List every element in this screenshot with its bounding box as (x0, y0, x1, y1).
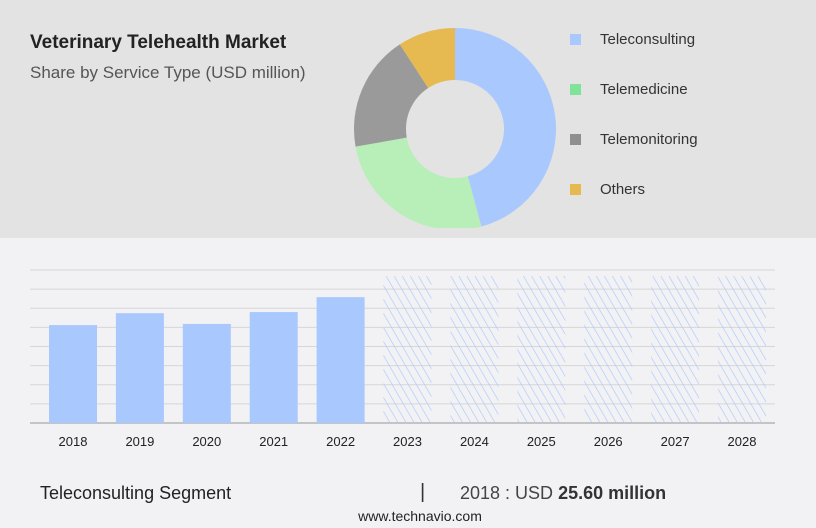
chart-title: Veterinary Telehealth Market (30, 32, 287, 53)
segment-label: Teleconsulting Segment (40, 483, 232, 503)
legend-swatch (570, 33, 581, 45)
bar-2018 (49, 325, 97, 423)
forecast-bar-2028 (718, 276, 766, 423)
forecast-bar-2023 (383, 276, 432, 423)
x-tick-label: 2028 (728, 434, 757, 449)
x-tick-label: 2018 (59, 434, 88, 449)
donut-slice-telemonitoring (353, 44, 429, 147)
legend-swatch (570, 133, 581, 145)
segment-value: 2018 : USD 25.60 million (460, 483, 666, 504)
forecast-bar-2027 (651, 276, 700, 423)
x-tick-label: 2025 (527, 434, 556, 449)
forecast-bar-2025 (517, 276, 566, 423)
bar-2022 (316, 297, 365, 423)
legend-item-teleconsulting: Teleconsulting (570, 14, 698, 64)
x-tick-label: 2027 (661, 434, 690, 449)
chart-canvas: 2018 2019 2020 2021 2022 2023 2024 2025 2026 2027… (30, 28, 775, 449)
bar-2019 (115, 313, 164, 423)
forecast-bar-2026 (584, 276, 633, 423)
source-url[interactable]: www.technavio.com (358, 508, 482, 524)
separator: | (420, 481, 426, 503)
value-text: 25.60 million (558, 483, 667, 503)
x-tick-label: 2019 (125, 434, 154, 449)
legend-label: Telemedicine (600, 80, 688, 98)
bar-2020 (182, 323, 231, 423)
year-label: 2018 : USD (460, 483, 554, 503)
legend-item-telemonitoring: Telemonitoring (570, 114, 698, 164)
legend-item-telemedicine: Telemedicine (570, 64, 698, 114)
legend-item-others: Others (570, 164, 698, 214)
legend-swatch (570, 183, 581, 195)
legend-swatch (570, 83, 581, 95)
x-tick-label: 2023 (393, 434, 422, 449)
forecast-bar-2024 (450, 276, 499, 423)
x-tick-label: 2021 (259, 434, 288, 449)
donut-slice-telemedicine (355, 137, 482, 228)
legend-label: Telemonitoring (600, 130, 698, 148)
chart-subtitle: Share by Service Type (USD million) (30, 63, 306, 82)
x-tick-label: 2022 (326, 434, 355, 449)
x-tick-label: 2020 (192, 434, 221, 449)
x-tick-label: 2026 (594, 434, 623, 449)
donut-slice-teleconsulting (455, 28, 556, 227)
legend: Teleconsulting Telemedicine Telemonitori… (570, 14, 698, 214)
bar-2021 (249, 312, 298, 423)
x-tick-label: 2024 (460, 434, 489, 449)
legend-label: Others (600, 180, 646, 198)
legend-label: Teleconsulting (600, 30, 696, 48)
donut-slice-others (399, 28, 455, 88)
